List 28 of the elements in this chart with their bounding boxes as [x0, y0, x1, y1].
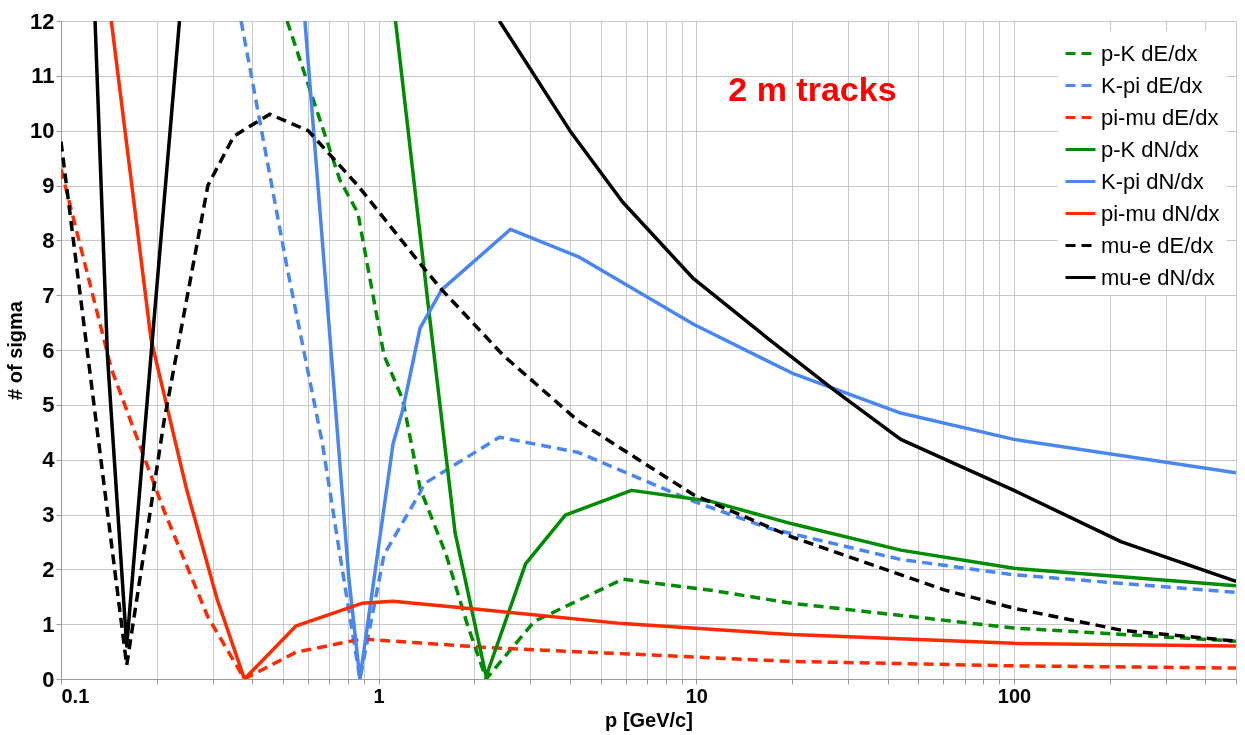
x-axis-title: p [GeV/c]	[605, 708, 693, 731]
y-tick-label: 10	[30, 118, 55, 144]
x-tick-label: 1	[373, 684, 385, 707]
legend-label: mu-e dE/dx	[1101, 232, 1214, 258]
legend-label: mu-e dN/dx	[1101, 264, 1215, 290]
legend-label: pi-mu dE/dx	[1101, 104, 1219, 130]
y-tick-label: 5	[42, 392, 55, 418]
y-tick-label: 0	[42, 666, 55, 692]
legend-label: K-pi dE/dx	[1101, 72, 1203, 98]
x-tick-label: 10	[685, 684, 708, 707]
y-tick-label: 4	[42, 447, 56, 473]
y-axis-title: # of sigma	[4, 300, 27, 400]
y-tick-label: 8	[42, 227, 55, 253]
y-tick-label: 11	[31, 63, 55, 89]
y-tick-label: 1	[42, 611, 55, 637]
y-tick-label: 12	[30, 8, 55, 34]
x-tick-label: 100	[997, 684, 1032, 707]
legend-label: K-pi dN/dx	[1101, 168, 1204, 194]
legend-label: pi-mu dN/dx	[1101, 200, 1220, 226]
legend-label: p-K dN/dx	[1101, 136, 1199, 162]
annotation: 2 m tracks	[728, 70, 897, 108]
y-tick-label: 9	[42, 173, 55, 198]
y-tick-label: 3	[42, 502, 55, 527]
x-tick-label: 0.1	[61, 684, 90, 707]
legend-label: p-K dE/dx	[1101, 40, 1198, 66]
y-tick-label: 7	[42, 282, 55, 308]
y-tick-label: 2	[42, 556, 55, 582]
y-tick-label: 6	[42, 337, 55, 363]
